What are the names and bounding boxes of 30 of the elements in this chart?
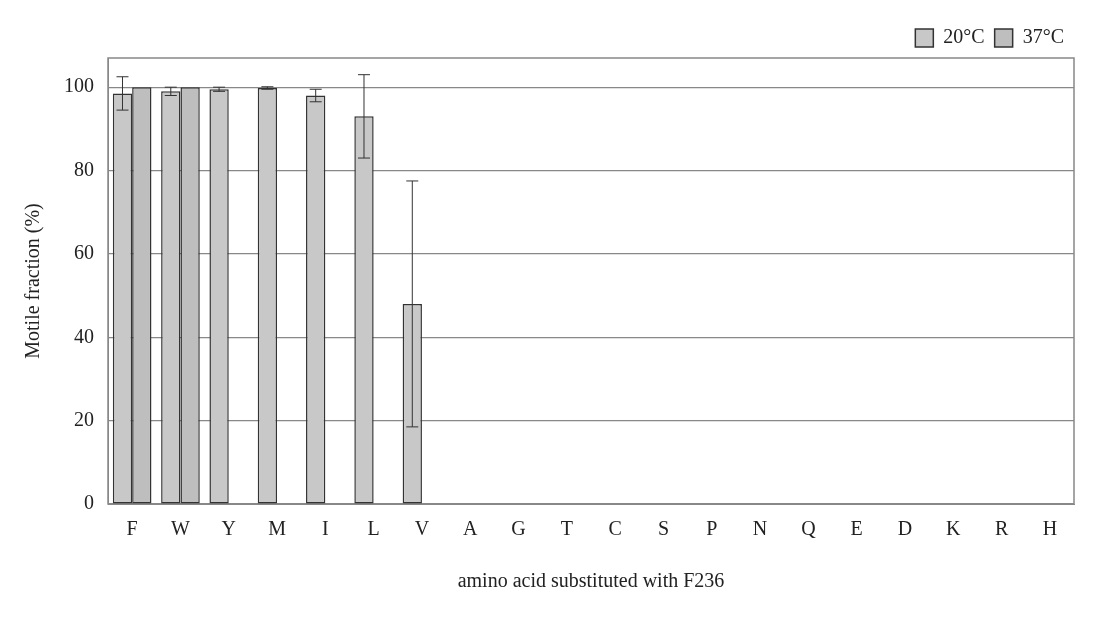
x-tick-label: T xyxy=(560,517,573,540)
x-tick-label: C xyxy=(608,517,622,540)
y-tick-label: 100 xyxy=(64,74,94,97)
x-tick-label: G xyxy=(511,517,526,540)
x-tick-label: Y xyxy=(221,517,236,540)
x-tick-label: F xyxy=(126,517,138,540)
x-tick-label: D xyxy=(897,517,913,540)
legend-label: 20°C xyxy=(943,25,985,48)
x-tick-label: H xyxy=(1042,517,1058,540)
y-tick-label: 20 xyxy=(74,407,94,430)
x-tick-label: E xyxy=(850,517,863,540)
x-tick-label: W xyxy=(171,517,190,540)
legend-label: 37°C xyxy=(1022,25,1065,48)
y-tick-label: 80 xyxy=(74,157,94,180)
x-tick-label: K xyxy=(946,517,962,540)
y-tick-label: 40 xyxy=(74,324,94,347)
x-tick-label: A xyxy=(463,517,479,540)
x-tick-label: R xyxy=(994,517,1009,540)
x-tick-label: P xyxy=(706,517,718,540)
x-axis-title: amino acid substituted with F236 xyxy=(457,569,725,592)
y-tick-label: 60 xyxy=(74,241,94,264)
x-tick-label: L xyxy=(367,517,380,540)
x-tick-label: S xyxy=(657,517,670,540)
x-tick-label: V xyxy=(414,517,430,540)
x-tick-label: Q xyxy=(801,517,817,540)
x-tick-label: I xyxy=(322,517,329,540)
x-tick-label: N xyxy=(752,517,768,540)
x-tick-label: M xyxy=(268,517,287,540)
y-tick-label: 0 xyxy=(84,491,94,514)
y-axis-title: Motile fraction (%) xyxy=(21,203,45,359)
